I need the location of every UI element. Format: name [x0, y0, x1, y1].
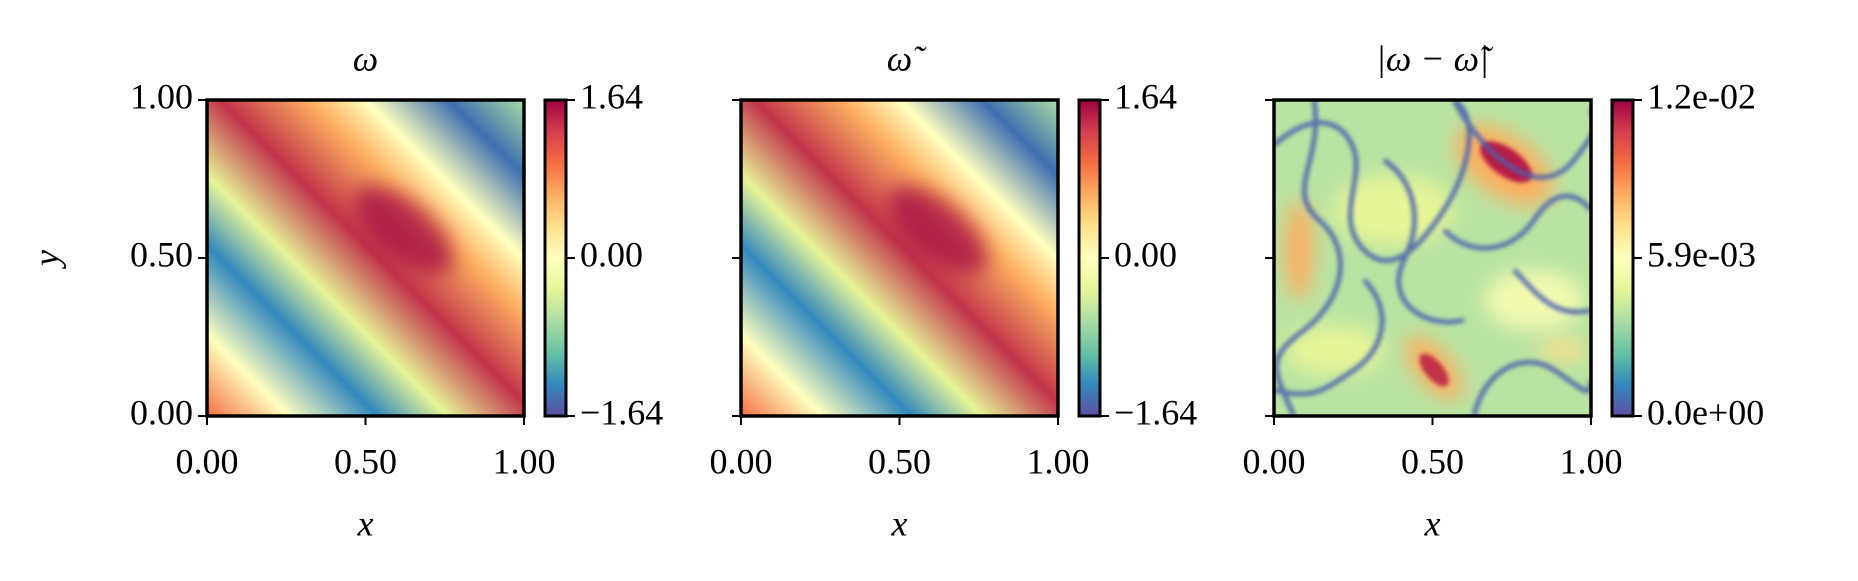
- x-tick-label: 1.00: [1027, 441, 1090, 481]
- y-tick-label: 0.00: [130, 392, 193, 432]
- axes-frame: [1272, 98, 1593, 418]
- colorbar: [1077, 98, 1102, 418]
- x-tick-label: 1.00: [493, 441, 556, 481]
- y-axis-label: y: [26, 250, 66, 269]
- x-axis-label: x: [357, 503, 374, 543]
- x-tick-label: 0.00: [1243, 441, 1306, 481]
- heatmap-image: [1274, 100, 1591, 416]
- panel-title: |ω − ω̃|: [1376, 38, 1494, 78]
- x-tick-label: 0.50: [1401, 441, 1464, 481]
- colorbar: [543, 98, 568, 418]
- colorbar-tick-label: 1.64: [580, 76, 643, 116]
- x-tick-label: 1.00: [1560, 441, 1623, 481]
- colorbar-tick-label: −1.64: [1114, 392, 1197, 432]
- axes-frame: [739, 98, 1060, 418]
- y-tick-label: 1.00: [130, 76, 193, 116]
- x-tick-label: 0.00: [176, 441, 239, 481]
- axes-frame: [205, 98, 526, 418]
- x-tick-label: 0.00: [710, 441, 773, 481]
- y-tick-label: 0.50: [130, 234, 193, 274]
- panel-title: ω̃: [887, 38, 927, 78]
- heatmap-image: [207, 100, 524, 416]
- colorbar-tick-label: 0.00: [580, 234, 643, 274]
- colorbar-tick-label: −1.64: [580, 392, 663, 432]
- colorbar-tick-label: 0.0e+00: [1647, 392, 1764, 432]
- colorbar-tick-label: 1.2e-02: [1647, 76, 1756, 116]
- colorbar-tick-label: 0.00: [1114, 234, 1177, 274]
- panel-title: ω: [353, 38, 378, 78]
- x-tick-label: 0.50: [868, 441, 931, 481]
- x-axis-label: x: [1424, 503, 1441, 543]
- colorbar-tick-label: 1.64: [1114, 76, 1177, 116]
- x-axis-label: x: [891, 503, 908, 543]
- colorbar: [1610, 98, 1635, 418]
- x-tick-label: 0.50: [334, 441, 397, 481]
- heatmap-image: [741, 100, 1058, 416]
- colorbar-tick-label: 5.9e-03: [1647, 234, 1756, 274]
